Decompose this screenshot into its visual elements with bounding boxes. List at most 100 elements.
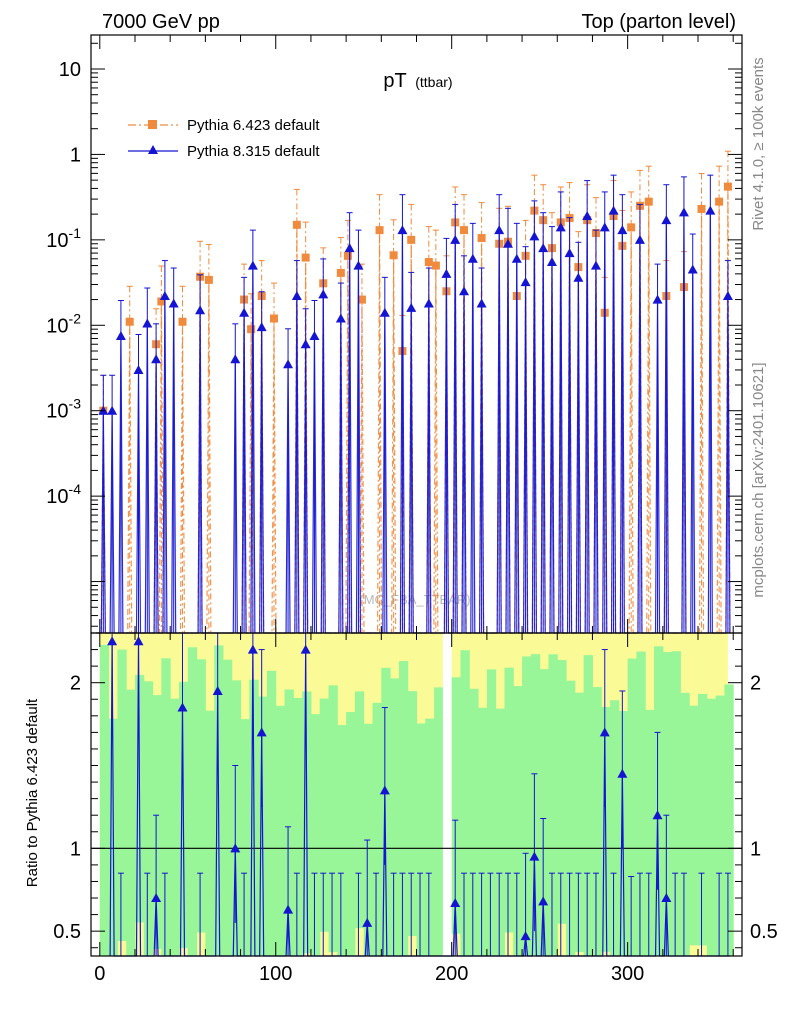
ratio-point: [230, 843, 241, 853]
header-right-title: Top (parton level): [581, 11, 736, 33]
legend-pythia6-label: Pythia 6.423 default: [187, 117, 320, 134]
band-inner-bin: [478, 707, 488, 956]
data-point: [115, 330, 126, 340]
ratio-point: [599, 727, 610, 737]
legend-pythia6-marker: [148, 120, 157, 129]
band-inner-bin: [152, 695, 162, 949]
data-point: [159, 291, 170, 301]
band-inner-bin: [539, 669, 549, 956]
data-point: [723, 182, 732, 191]
rivet-label: Rivet 4.1.0, ≥ 100k events: [750, 57, 767, 230]
band-inner-bin: [284, 689, 294, 956]
data-point: [494, 225, 505, 235]
x-tick-label: 300: [611, 963, 644, 985]
ratio-plot-axes: 0.5 0.5 1 1 2 2 0 100 200 300: [53, 632, 778, 985]
y-tick-label: 10-3: [46, 396, 81, 423]
band-inner-bin: [398, 661, 409, 956]
data-point: [546, 257, 557, 267]
band-inner-bin: [143, 681, 154, 956]
series-pythia6: [96, 150, 732, 634]
data-point: [133, 364, 144, 374]
data-point: [300, 339, 311, 349]
data-point: [389, 251, 398, 260]
ratio-y-tick-label-right: 0.5: [750, 921, 778, 943]
main-title-text: pT: [383, 70, 406, 92]
ratio-y-tick-label-right: 2: [750, 673, 761, 695]
data-point: [107, 405, 118, 415]
band-inner-bin: [451, 677, 461, 934]
y-tick-label: 10: [59, 59, 81, 81]
band-inner-bin: [310, 714, 321, 956]
ratio-y-axis-label: Ratio to Pythia 6.423 default: [24, 698, 41, 887]
ratio-point: [283, 904, 294, 914]
data-point: [590, 260, 601, 270]
data-point: [634, 234, 645, 244]
data-point: [343, 251, 352, 260]
data-point: [353, 260, 364, 270]
data-point: [431, 261, 440, 270]
data-point: [520, 277, 531, 287]
band-inner-bin: [337, 724, 347, 956]
y-tick-label: 10-2: [46, 310, 81, 337]
ratio-point: [300, 644, 311, 654]
data-point: [247, 325, 256, 334]
data-point: [168, 298, 179, 308]
band-inner-bin: [504, 667, 514, 933]
data-point: [357, 295, 366, 304]
band-inner-bin: [293, 697, 303, 956]
data-point: [476, 298, 487, 308]
band-inner-bin: [319, 698, 330, 932]
band-inner-bin: [671, 651, 681, 956]
data-point: [283, 359, 294, 369]
ratio-y-tick-label-right: 1: [750, 838, 761, 860]
band-inner-bin: [574, 692, 585, 953]
data-point: [406, 302, 417, 312]
series-pythia8: [96, 174, 733, 634]
band-inner-bin: [117, 649, 127, 942]
data-point: [397, 225, 408, 235]
data-point: [511, 253, 522, 263]
data-point: [247, 260, 258, 270]
band-inner-bin: [654, 646, 664, 956]
main-plot-series: [96, 150, 733, 634]
band-inner-bin: [513, 686, 523, 956]
data-point: [423, 298, 434, 308]
ratio-uncertainty-bands: [99, 633, 734, 956]
data-point: [375, 226, 384, 235]
band-inner-bin: [275, 705, 286, 956]
data-point: [529, 231, 540, 241]
band-inner-bin: [557, 660, 567, 924]
band-inner-bin: [469, 688, 479, 956]
band-inner-bin: [706, 698, 717, 956]
data-point: [379, 307, 390, 317]
ratio-point: [538, 896, 549, 906]
data-point: [204, 275, 213, 284]
band-inner-bin: [636, 651, 646, 956]
data-point: [627, 223, 636, 232]
legend-pythia8-label: Pythia 8.315 default: [187, 143, 320, 160]
data-point: [125, 317, 134, 326]
data-point: [467, 253, 478, 263]
data-point: [502, 238, 513, 248]
band-inner-bin: [434, 687, 444, 956]
band-inner-bin: [662, 652, 673, 956]
header-left-title: 7000 GeV pp: [102, 11, 220, 33]
data-point: [538, 243, 549, 253]
ratio-point: [379, 785, 390, 795]
band-inner-bin: [354, 691, 365, 929]
data-point: [678, 207, 689, 217]
ratio-point: [617, 768, 628, 778]
data-point: [459, 286, 470, 296]
data-point: [573, 272, 584, 282]
band-inner-bin: [592, 687, 602, 956]
data-point: [195, 305, 206, 315]
band-inner-bin: [222, 659, 233, 956]
main-title-suffix: (ttbar): [415, 74, 452, 90]
data-point: [705, 205, 716, 215]
y-tick-label: 10-4: [46, 481, 81, 508]
ratio-y-tick-label: 0.5: [53, 921, 81, 943]
data-point: [697, 204, 706, 213]
data-point: [687, 264, 698, 274]
band-inner-bin: [205, 710, 215, 956]
band-inner-bin: [407, 691, 417, 937]
